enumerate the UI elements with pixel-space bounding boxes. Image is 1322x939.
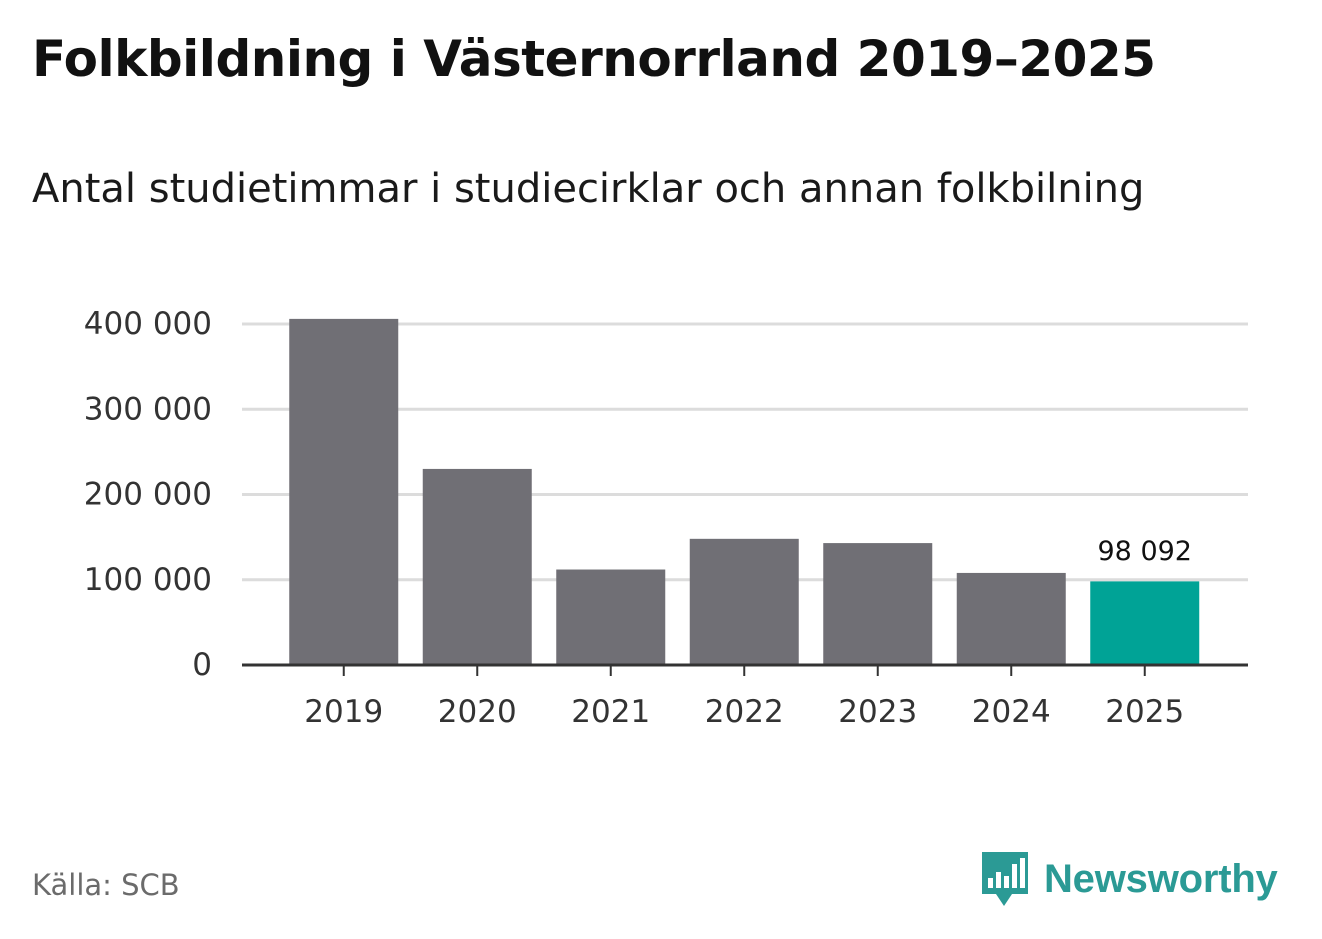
data-label: 98 092 (1098, 536, 1192, 567)
bar-2023 (823, 543, 933, 665)
x-tick-label: 2019 (304, 694, 383, 730)
x-tick-label: 2021 (571, 694, 650, 730)
y-tick-label: 0 (192, 647, 212, 683)
x-tick-label: 2023 (838, 694, 917, 730)
y-tick-label: 100 000 (84, 562, 212, 598)
bar-2024 (956, 572, 1066, 665)
y-tick-label: 400 000 (84, 306, 212, 342)
brand-logo: Newsworthy (980, 848, 1278, 910)
y-tick-label: 200 000 (84, 477, 212, 513)
chart-subtitle: Antal studietimmar i studiecirklar och a… (32, 166, 1145, 212)
bar-2020 (422, 468, 532, 665)
bar-2019 (289, 318, 399, 665)
bar-2022 (689, 538, 799, 665)
x-tick-label: 2025 (1105, 694, 1184, 730)
x-tick-label: 2022 (705, 694, 784, 730)
brand-name: Newsworthy (1044, 856, 1278, 901)
bar-chart-speech-bubble-icon (982, 852, 1028, 906)
chart-title: Folkbildning i Västernorrland 2019–2025 (32, 30, 1156, 88)
source-note: Källa: SCB (32, 868, 180, 902)
bar-2025 (1090, 581, 1200, 665)
bar-2021 (556, 569, 666, 665)
x-tick-label: 2020 (438, 694, 517, 730)
y-tick-label: 300 000 (84, 391, 212, 427)
x-tick-label: 2024 (972, 694, 1051, 730)
